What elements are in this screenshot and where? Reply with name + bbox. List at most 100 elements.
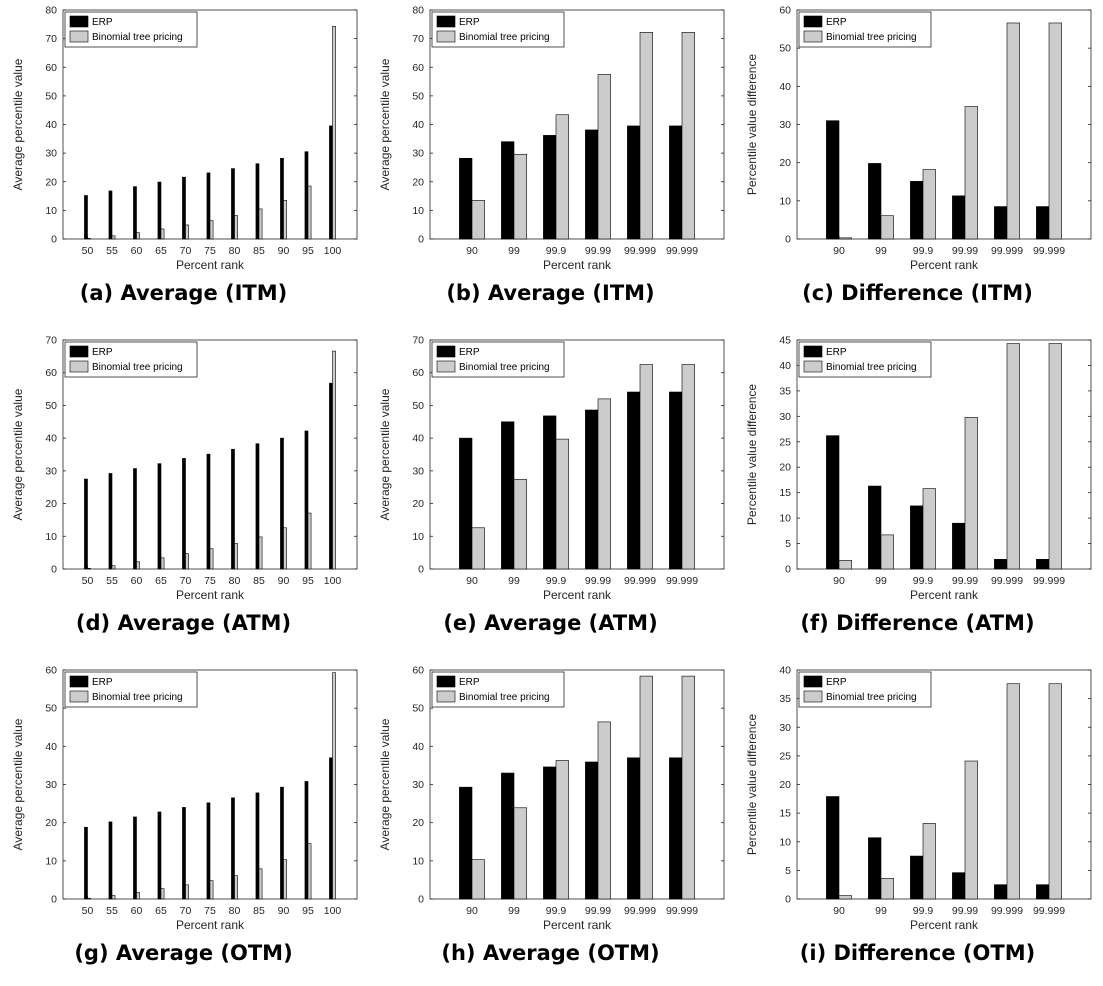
caption-i-text: Difference (OTM) <box>833 941 1036 965</box>
x-tick-label: 99 <box>875 245 887 257</box>
binomial-bar <box>136 892 140 900</box>
legend-swatch-binomial <box>803 690 823 703</box>
chart-panel-a: 0 10 20 30 40 50 60 70 80 50 55 60 65 70 75 80 85 90 95 100… <box>11 5 358 272</box>
binomial-bar <box>209 880 214 900</box>
binomial-bar <box>234 215 238 240</box>
plot-area-i <box>796 669 1092 900</box>
binomial-bar <box>160 888 165 900</box>
y-tick-label: 70 <box>45 335 57 347</box>
binomial-bar <box>307 512 312 570</box>
x-tick-label: 99 <box>508 905 520 917</box>
erp-bar <box>543 415 557 570</box>
binomial-bar <box>136 561 140 570</box>
x-tick-label: 99.999 <box>1033 905 1065 917</box>
legend-label-erp: ERP <box>92 347 113 358</box>
erp-bar <box>501 141 515 240</box>
erp-bar <box>329 757 333 900</box>
binomial-bar <box>185 553 189 570</box>
binomial-bar <box>597 398 611 570</box>
legend-label-binomial: Binomial tree pricing <box>826 32 917 43</box>
x-tick-label: 99 <box>508 575 520 587</box>
panel-i: 0 5 10 15 20 25 30 35 40 90 99 99.9 99.99 99.999 99.99… <box>734 660 1101 986</box>
erp-bar <box>255 443 260 570</box>
x-tick-label: 70 <box>180 245 192 257</box>
erp-bar <box>459 786 473 900</box>
y-tick-label: 0 <box>785 894 791 906</box>
binomial-bar <box>136 232 140 240</box>
y-tick-label: 50 <box>45 90 57 102</box>
x-tick-label: 90 <box>278 905 290 917</box>
binomial-bar <box>964 417 978 570</box>
binomial-bar <box>597 74 611 240</box>
y-tick-label: 25 <box>779 436 791 448</box>
binomial-bar <box>471 527 485 570</box>
legend-label-binomial: Binomial tree pricing <box>459 362 550 373</box>
x-tick-label: 80 <box>229 245 241 257</box>
legend-swatch-binomial <box>69 690 89 703</box>
binomial-bar <box>111 235 116 240</box>
y-tick-label: 50 <box>412 703 424 715</box>
y-tick-label: 0 <box>418 234 424 246</box>
erp-bar <box>182 458 186 570</box>
y-axis-label: Average percentile value <box>378 58 392 190</box>
x-tick-label: 99.9 <box>913 245 934 257</box>
binomial-bar <box>838 560 852 570</box>
x-tick-label: 99.9 <box>546 905 567 917</box>
x-tick-label: 99.99 <box>585 905 611 917</box>
binomial-bar <box>639 675 653 900</box>
legend-swatch-erp <box>803 15 823 28</box>
erp-bar <box>585 129 599 240</box>
x-tick-label: 75 <box>204 905 216 917</box>
x-tick-label: 99.999 <box>991 905 1023 917</box>
x-tick-label: 85 <box>253 245 265 257</box>
x-tick-label: 90 <box>278 575 290 587</box>
legend-swatch-binomial <box>69 360 89 373</box>
erp-bar <box>231 448 235 570</box>
erp-bar <box>108 821 113 900</box>
binomial-bar <box>160 557 165 570</box>
erp-bar <box>627 391 641 570</box>
y-tick-label: 15 <box>779 487 791 499</box>
x-tick-label: 99.99 <box>952 245 978 257</box>
y-tick-label: 40 <box>45 119 57 131</box>
y-tick-label: 50 <box>45 703 57 715</box>
erp-bar <box>910 181 924 240</box>
caption-i: (i) Difference (OTM) <box>734 941 1101 965</box>
y-tick-label: 45 <box>779 335 791 347</box>
chart-panel-b: 0 10 20 30 40 50 60 70 80 90 99 99.9 99.99 99.999 99.9… <box>378 5 725 272</box>
x-tick-label: 75 <box>204 245 216 257</box>
binomial-bar <box>555 438 569 570</box>
binomial-bar <box>922 823 936 900</box>
binomial-bar <box>1006 343 1020 570</box>
legend-swatch-binomial <box>803 30 823 43</box>
erp-bar <box>910 505 924 570</box>
caption-c: (c) Difference (ITM) <box>734 281 1101 305</box>
legend-swatch-binomial <box>436 690 456 703</box>
y-tick-label: 0 <box>785 564 791 576</box>
x-tick-label: 99.999 <box>991 575 1023 587</box>
x-tick-label: 99.999 <box>624 575 656 587</box>
binomial-bar <box>111 895 116 900</box>
y-tick-label: 60 <box>412 367 424 379</box>
binomial-bar <box>185 884 189 900</box>
y-tick-label: 10 <box>45 855 57 867</box>
y-axis-label: Average percentile value <box>11 718 25 850</box>
y-tick-label: 30 <box>779 411 791 423</box>
erp-bar <box>543 766 557 900</box>
binomial-bar <box>880 215 894 240</box>
x-tick-label: 99.99 <box>585 575 611 587</box>
x-tick-label: 50 <box>82 575 94 587</box>
x-tick-label: 99.999 <box>1033 245 1065 257</box>
y-tick-label: 50 <box>412 400 424 412</box>
x-tick-label: 99.999 <box>666 245 698 257</box>
legend-swatch-binomial <box>436 30 456 43</box>
binomial-bar <box>1048 22 1062 240</box>
y-tick-label: 50 <box>412 90 424 102</box>
x-tick-label: 80 <box>229 575 241 587</box>
legend-swatch-erp <box>436 15 456 28</box>
erp-bar <box>182 176 186 240</box>
x-tick-label: 99.99 <box>952 575 978 587</box>
binomial-bar <box>513 479 527 570</box>
y-tick-label: 10 <box>779 513 791 525</box>
y-tick-label: 10 <box>412 531 424 543</box>
